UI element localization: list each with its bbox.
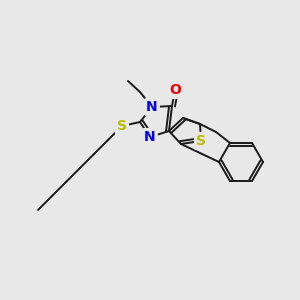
Text: N: N — [146, 100, 158, 114]
Text: S: S — [196, 134, 206, 148]
Text: O: O — [169, 83, 181, 97]
Text: S: S — [117, 119, 127, 133]
Text: N: N — [144, 130, 156, 144]
